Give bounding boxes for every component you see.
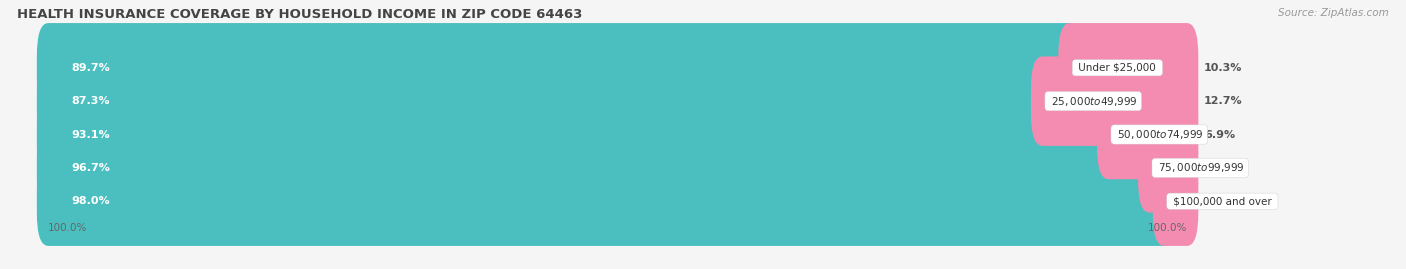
Text: 12.7%: 12.7% [1204, 96, 1243, 106]
Text: 89.7%: 89.7% [70, 63, 110, 73]
FancyBboxPatch shape [1153, 157, 1198, 246]
Text: 87.3%: 87.3% [70, 96, 110, 106]
Text: 2.0%: 2.0% [1204, 196, 1234, 206]
FancyBboxPatch shape [1031, 56, 1198, 146]
FancyBboxPatch shape [37, 157, 1198, 246]
Text: Under $25,000: Under $25,000 [1076, 63, 1160, 73]
Text: $100,000 and over: $100,000 and over [1170, 196, 1275, 206]
Text: $75,000 to $99,999: $75,000 to $99,999 [1156, 161, 1246, 174]
FancyBboxPatch shape [37, 123, 1161, 213]
FancyBboxPatch shape [37, 90, 1198, 179]
FancyBboxPatch shape [37, 90, 1119, 179]
Text: 100.0%: 100.0% [1147, 223, 1187, 233]
FancyBboxPatch shape [1137, 123, 1198, 213]
Text: 6.9%: 6.9% [1204, 129, 1236, 140]
FancyBboxPatch shape [1097, 90, 1198, 179]
Text: 3.3%: 3.3% [1204, 163, 1234, 173]
FancyBboxPatch shape [37, 56, 1053, 146]
FancyBboxPatch shape [37, 23, 1198, 112]
Text: Source: ZipAtlas.com: Source: ZipAtlas.com [1278, 8, 1389, 18]
Text: 93.1%: 93.1% [70, 129, 110, 140]
Text: $25,000 to $49,999: $25,000 to $49,999 [1047, 95, 1139, 108]
FancyBboxPatch shape [37, 157, 1175, 246]
Text: 96.7%: 96.7% [70, 163, 110, 173]
Text: 98.0%: 98.0% [70, 196, 110, 206]
Text: 10.3%: 10.3% [1204, 63, 1243, 73]
FancyBboxPatch shape [1059, 23, 1198, 112]
FancyBboxPatch shape [37, 23, 1081, 112]
FancyBboxPatch shape [37, 56, 1198, 146]
FancyBboxPatch shape [37, 123, 1198, 213]
Text: $50,000 to $74,999: $50,000 to $74,999 [1114, 128, 1205, 141]
Text: 100.0%: 100.0% [48, 223, 87, 233]
Text: HEALTH INSURANCE COVERAGE BY HOUSEHOLD INCOME IN ZIP CODE 64463: HEALTH INSURANCE COVERAGE BY HOUSEHOLD I… [17, 8, 582, 21]
